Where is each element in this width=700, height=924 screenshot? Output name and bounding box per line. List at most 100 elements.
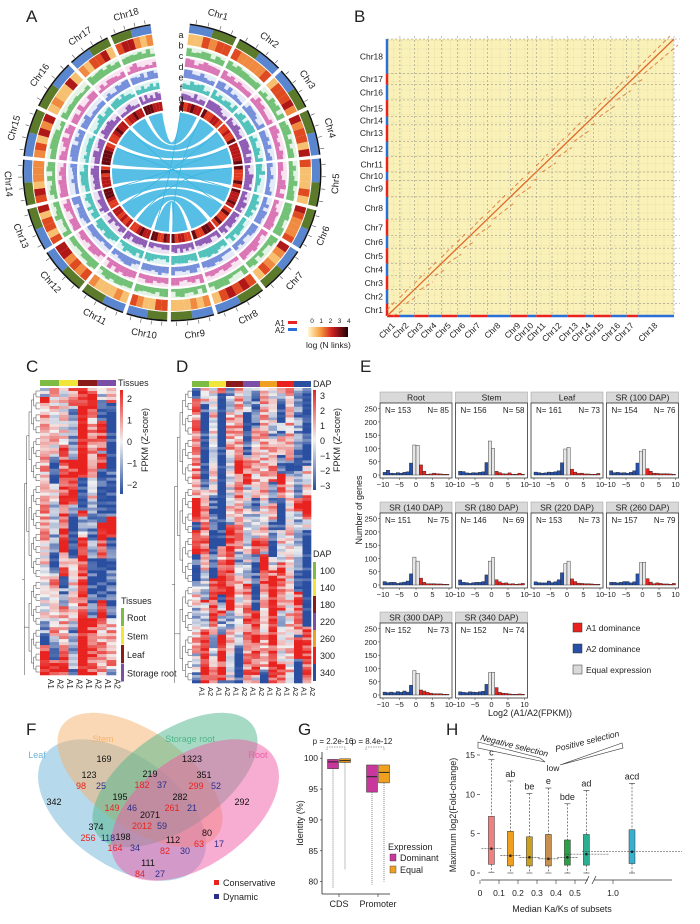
track-c-bar [59,120,66,128]
heatmap-cell [302,441,312,445]
heatmap-cell [40,414,50,419]
heatmap-cell [97,612,107,616]
histogram-bar [593,474,597,476]
heatmap-cell [40,648,50,652]
heatmap-cell [200,422,210,426]
heatmap-cell [226,481,235,485]
heatmap-cell [260,664,269,668]
heatmap-cell [277,396,286,400]
heatmap-cell [294,546,303,550]
heatmap-cell [226,489,235,493]
chromosome-label: Chr5 [330,173,342,194]
heatmap-cell [302,471,312,475]
chromosome-tick [99,35,103,40]
heatmap-cell [40,552,50,556]
heatmap-cell [226,414,235,418]
heatmap-cell [251,626,261,630]
heatmap-cell [234,447,244,450]
track-d-bar [220,69,229,80]
column-label: A1 [265,687,274,696]
heatmap-cell [192,602,201,606]
legend-label-dap-220: 220 [320,617,335,627]
heatmap-cell [268,594,278,598]
heatmap-cell [209,455,218,459]
histogram-bar [464,472,469,476]
chromosome-outline [299,210,317,249]
heatmap-cell [68,393,79,398]
heatmap-cell [243,621,252,625]
heat-cell [292,210,305,221]
heatmap-cell [192,540,201,544]
heatmap-cell [226,471,235,475]
heatmap-cell [106,666,117,670]
heatmap-cell [302,422,312,426]
legend-swatch [389,853,397,862]
chromosome-tick [304,99,309,102]
heatmap-cell [226,532,235,536]
heatmap-cell [302,591,312,595]
track-e-bar [226,247,232,253]
track-f-bar [129,246,136,254]
histogram-bar [422,471,427,476]
heat-cell [230,48,242,62]
heatmap-cell [251,406,261,410]
heatmap-cell [97,447,107,452]
track-f-bar [241,216,247,223]
heatmap-cell [87,444,98,449]
heatmap-cell [209,473,218,477]
heatmap-cell [251,543,261,547]
heatmap-cell [217,567,227,571]
track-f-bar [171,255,175,265]
heat-cell [39,210,52,220]
heatmap-cell [97,444,107,449]
heatmap-cell [302,559,312,563]
heatmap-cell [217,650,227,654]
heatmap-cell [59,648,69,652]
heatmap-cell [234,396,244,400]
track-d-bar [276,183,287,190]
heatmap-cell [192,404,201,408]
heatmap-cell [192,664,201,668]
heat-cell [189,103,196,114]
track-f-bar [210,89,218,99]
track-c-bar [61,217,66,223]
heatmap-cell [192,538,201,542]
heatmap-cell [68,582,79,586]
heatmap-cell [277,489,286,493]
heatmap-cell [234,642,244,646]
heatmap-cell [294,540,303,544]
heatmap-cell [302,664,312,668]
heatmap-cell [243,583,252,587]
heatmap-cell [78,561,88,565]
chromosome-label: Chr4 [321,117,337,140]
heatmap-cell [277,463,286,467]
heatmap-cell [260,626,269,630]
heatmap-cell [294,527,303,531]
track-e-bar [80,122,89,130]
heatmap-cell [217,562,227,566]
heatmap-cell [285,460,295,464]
heatmap-cell [217,669,227,673]
panel-b-dotplot: Chr1Chr1Chr2Chr2Chr3Chr3Chr4Chr4Chr5Chr5… [360,35,680,344]
track-d-bar [67,124,76,132]
heatmap-cell [260,497,269,501]
heatmap-cell [234,656,244,660]
y-tick-label: 150 [364,431,377,440]
track-g-bar [94,182,101,187]
heatmap-cell [200,642,210,646]
heatmap-cell [294,414,303,418]
significance-letter: e [546,776,551,786]
heatmap-cell [68,633,79,637]
heatmap-cell [40,429,50,434]
heatmap-cell [243,637,252,641]
track-g-bar [222,222,227,228]
synteny-ribbon [136,196,208,229]
legend-swatch [214,894,219,899]
track-g-bar [93,180,100,184]
chromosome-outline [315,158,322,207]
heatmap-cell [294,669,303,673]
colorbar-tick: −1 [127,459,137,469]
heatmap-cell [243,409,252,413]
heatmap-cell [68,459,79,464]
